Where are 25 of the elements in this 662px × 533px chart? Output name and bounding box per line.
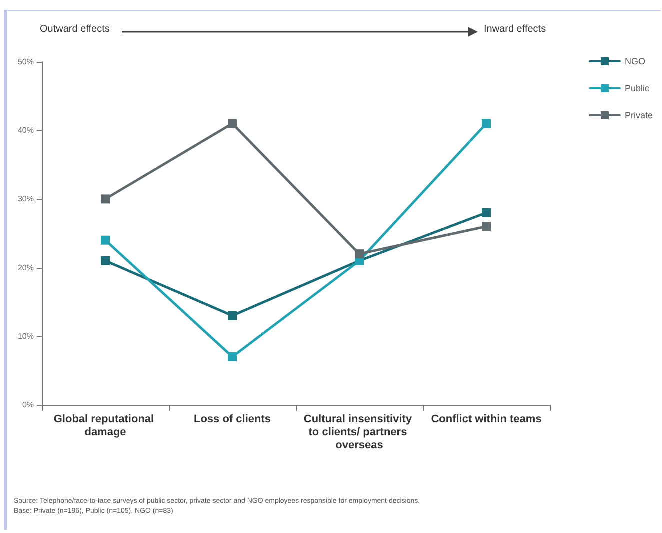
point xyxy=(101,194,110,204)
x-tick-label: Conflict within teams xyxy=(431,414,542,426)
legend-label: Public xyxy=(624,84,650,94)
point xyxy=(228,352,237,362)
y-tick-label: 10% xyxy=(18,332,34,341)
point xyxy=(228,311,237,320)
point xyxy=(101,256,110,266)
y-tick-label: 30% xyxy=(18,194,34,204)
point xyxy=(482,119,491,128)
text: Outward effects xyxy=(40,24,110,35)
y-tick-label: 20% xyxy=(18,263,34,272)
x-tick-label: Loss of clients xyxy=(194,414,272,426)
legend-label: NGO xyxy=(624,56,646,66)
point xyxy=(228,119,237,128)
y-tick-label: 50% xyxy=(18,58,34,66)
x-tick-label: Cultural insensitivity to clients/ partners overseas xyxy=(304,414,416,452)
point xyxy=(355,250,364,259)
y-tick-label: 40% xyxy=(18,126,34,136)
legend-label: Private xyxy=(624,110,654,120)
point xyxy=(482,222,491,232)
point xyxy=(482,208,491,218)
y-tick-label: 0% xyxy=(22,400,34,410)
text: Inward effects xyxy=(484,24,546,35)
point xyxy=(101,236,110,245)
x-tick-label: Global reputational damage xyxy=(54,414,158,438)
